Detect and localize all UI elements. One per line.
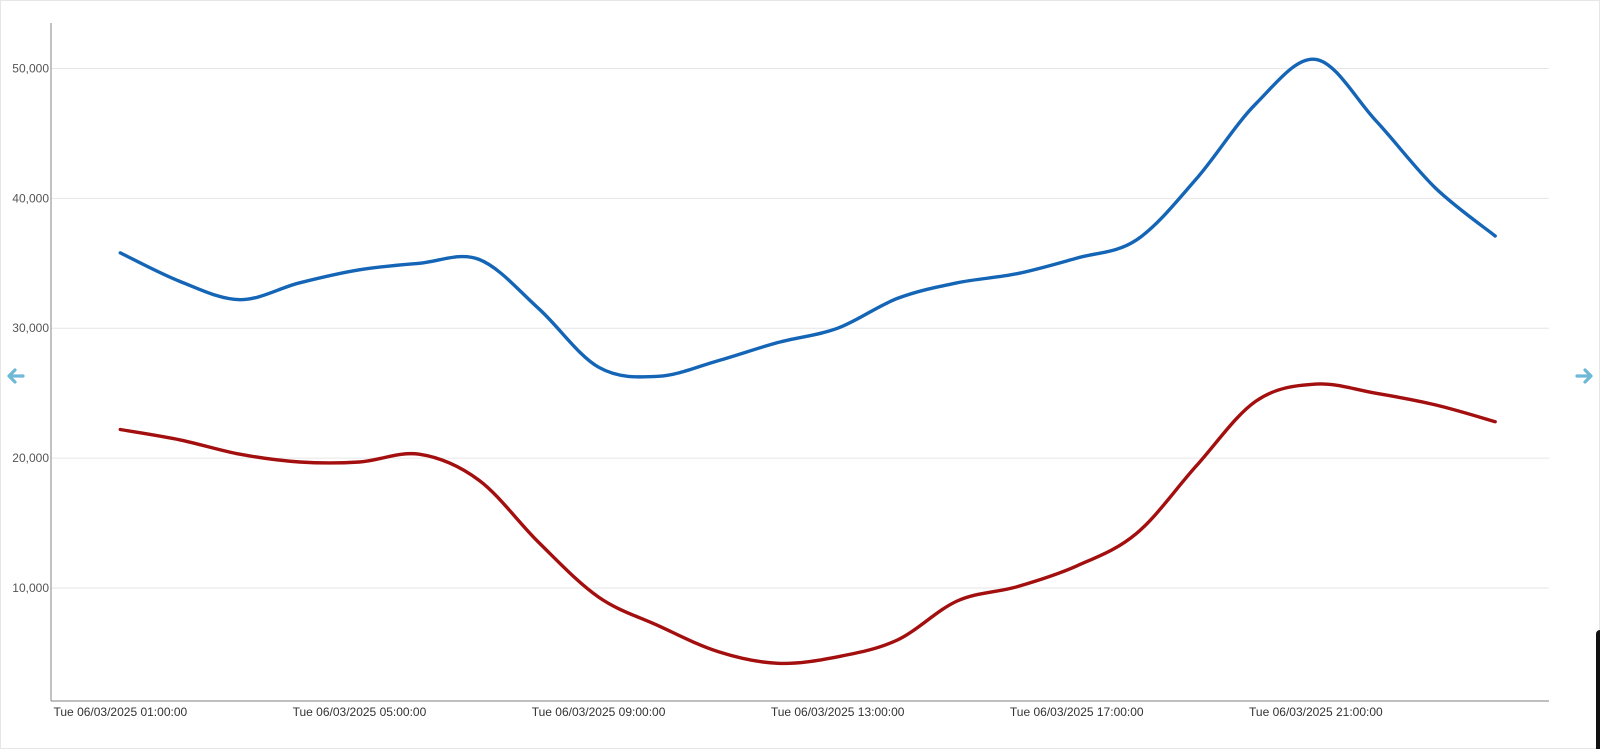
x-tick-label: Tue 06/03/2025 17:00:00 [1010,705,1144,719]
x-tick-label: Tue 06/03/2025 01:00:00 [54,705,188,719]
series-line-1 [118,57,1497,379]
series-line-2 [118,382,1497,666]
y-tick-label: 50,000 [12,61,49,75]
x-tick-label: Tue 06/03/2025 13:00:00 [771,705,905,719]
y-tick-label: 30,000 [12,321,49,335]
arrow-right-icon[interactable] [1573,365,1595,387]
x-tick-label: Tue 06/03/2025 09:00:00 [532,705,666,719]
y-tick-label: 20,000 [12,451,49,465]
window-edge [1596,630,1600,749]
x-tick-label: Tue 06/03/2025 05:00:00 [293,705,427,719]
y-tick-label: 40,000 [12,191,49,205]
x-tick-label: Tue 06/03/2025 21:00:00 [1249,705,1383,719]
y-tick-label: 10,000 [12,581,49,595]
arrow-left-icon[interactable] [5,365,27,387]
